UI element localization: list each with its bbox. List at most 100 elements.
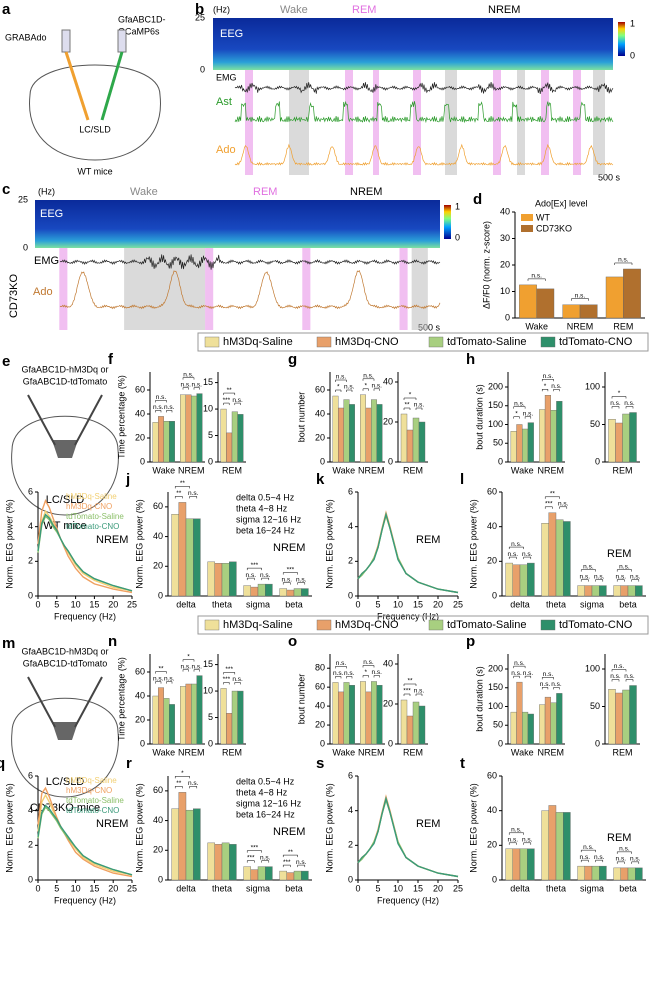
x-tick-label: 20	[108, 883, 118, 893]
legend-label: tdTomato-CNO	[559, 336, 633, 348]
x-tick-label: 5	[54, 883, 59, 893]
y-tick-label: 4	[348, 805, 353, 815]
legend-label: hM3Dq-Saline	[66, 492, 117, 501]
significance-bracket	[580, 859, 589, 863]
state-label: REM	[352, 4, 376, 16]
region-shape	[52, 722, 78, 740]
significance-bracket	[524, 416, 532, 419]
significance-bracket	[611, 669, 627, 672]
y-tick-label: 60	[153, 785, 163, 795]
y-tick-label: 100	[585, 381, 600, 391]
bar	[338, 407, 344, 463]
virus-label: GfaABC1D-hM3Dq or	[21, 646, 108, 656]
bar	[519, 564, 528, 597]
y-tick-label: 40	[135, 408, 145, 418]
bar	[180, 394, 186, 463]
significance-bracket	[403, 693, 411, 696]
y-tick-label: 40	[487, 521, 497, 531]
bar	[265, 866, 273, 881]
injection-needle	[27, 394, 56, 446]
bar	[376, 685, 383, 745]
x-tick-label: 5	[54, 599, 59, 609]
significance-label: **	[404, 402, 410, 409]
significance-bracket	[174, 786, 183, 789]
bar	[608, 689, 616, 745]
bar	[418, 421, 426, 463]
channel-label: EEG	[220, 28, 243, 40]
state-band	[373, 70, 379, 175]
region-label: LC/SLD	[46, 776, 85, 788]
significance-label: n.s.	[363, 659, 374, 666]
fiber	[64, 51, 90, 121]
bar	[563, 812, 571, 881]
y-tick-label: 150	[488, 682, 503, 692]
panel-label: s	[316, 755, 324, 772]
panel-label: d	[473, 191, 482, 208]
brain-outline	[11, 415, 119, 516]
y-tick-label: 25	[195, 12, 205, 22]
y-axis-label: Norm. EEG power (%)	[324, 783, 334, 873]
significance-bracket	[234, 402, 241, 406]
bar	[505, 848, 514, 881]
significance-bracket	[335, 676, 342, 679]
significance-label: n.s.	[336, 660, 347, 667]
channel-label: Ado	[216, 144, 236, 156]
significance-label: n.s.	[540, 681, 551, 688]
bar	[180, 686, 186, 745]
significance-bracket	[155, 671, 167, 674]
significance-bracket	[261, 860, 270, 863]
y-tick-label: 60	[487, 486, 497, 496]
significance-bracket	[524, 675, 532, 679]
significance-bracket	[193, 387, 200, 390]
x-tick-label: REM	[222, 465, 242, 475]
significance-bracket	[611, 406, 620, 409]
y-tick-label: 0	[28, 590, 33, 600]
bar	[231, 411, 238, 463]
panel-label: r	[126, 755, 132, 772]
significance-bracket	[335, 389, 342, 392]
significance-label: n.s.	[522, 551, 533, 558]
significance-bracket	[614, 262, 633, 265]
significance-bracket	[580, 579, 589, 582]
legend-label: tdTomato-CNO	[66, 806, 119, 815]
significance-label: n.s.	[282, 576, 293, 583]
bar	[556, 693, 563, 745]
x-tick-label: REM	[403, 747, 423, 757]
significance-bracket	[182, 659, 195, 662]
fiber-ferrule	[61, 29, 71, 53]
y-axis-label: ΔF/F0 (norm. z-score)	[481, 221, 491, 309]
significance-bracket	[403, 683, 417, 686]
significance-label: n.s.	[618, 257, 629, 264]
significance-label: n.s.	[333, 670, 344, 677]
significance-label: ***	[287, 566, 295, 573]
bar	[196, 675, 203, 745]
significance-label: n.s.	[232, 397, 243, 404]
bar	[635, 867, 643, 881]
y-tick-label: 2	[348, 556, 353, 566]
bar	[286, 589, 295, 597]
scale-label: 500 s	[598, 172, 621, 182]
significance-bracket	[182, 669, 189, 672]
legend-label: hM3Dq-CNO	[335, 336, 399, 348]
significance-label: n.s.	[181, 381, 192, 388]
significance-bracket	[282, 572, 298, 575]
significance-bracket	[580, 569, 596, 572]
line	[37, 513, 133, 592]
x-axis-label: Frequency (Hz)	[377, 895, 439, 905]
significance-label: n.s.	[523, 670, 534, 677]
y-tick-label: 0	[320, 738, 325, 748]
trace	[59, 254, 441, 270]
significance-bracket	[335, 666, 347, 669]
significance-bracket	[246, 850, 262, 853]
significance-bracket	[523, 842, 532, 845]
bar	[226, 432, 233, 463]
significance-bracket	[223, 402, 230, 406]
bar	[169, 421, 175, 463]
legend-label: tdTomato-Saline	[447, 336, 527, 348]
bar	[627, 585, 636, 597]
panel-label: m	[2, 635, 15, 652]
significance-bracket	[246, 860, 255, 863]
bar	[516, 681, 523, 745]
significance-label: n.s.	[508, 551, 519, 558]
y-tick-label: 20	[487, 556, 497, 566]
